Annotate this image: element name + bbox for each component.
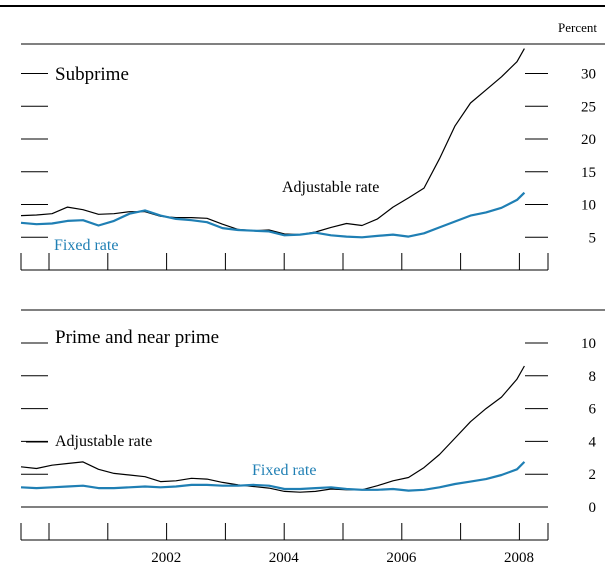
series-line-fixed bbox=[20, 461, 526, 492]
y-tick-label: 25 bbox=[581, 99, 596, 115]
x-tick-label: 2006 bbox=[386, 550, 417, 564]
x-tick-label: 2002 bbox=[151, 550, 181, 564]
series-label: Fixed rate bbox=[252, 462, 316, 479]
series-line-adjustable bbox=[20, 48, 525, 236]
y-tick-label: 2 bbox=[589, 467, 597, 483]
series-label: Adjustable rate bbox=[55, 433, 152, 450]
y-tick-label: 4 bbox=[589, 434, 597, 450]
subprime-panel: Subprime 5 10 15 20 25 30 Adjustable rate Fixed … bbox=[20, 43, 605, 271]
y-tick-label: 15 bbox=[581, 165, 596, 181]
y-tick-label: 8 bbox=[589, 369, 597, 385]
series-line-adjustable bbox=[20, 365, 525, 493]
y-tick-label: 6 bbox=[589, 402, 597, 418]
series-label: Adjustable rate bbox=[282, 179, 379, 196]
y-tick-label: 0 bbox=[589, 500, 597, 516]
series-line-fixed bbox=[20, 191, 526, 239]
series-label: Fixed rate bbox=[54, 237, 118, 254]
prime-panel: Prime and near prime 0 2 4 6 8 10 2002 2004 2006 2… bbox=[20, 309, 605, 564]
x-tick-label: 2008 bbox=[504, 550, 534, 564]
y-tick-label: 10 bbox=[581, 198, 596, 214]
y-tick-label: 30 bbox=[581, 67, 596, 83]
y-tick-label: 5 bbox=[589, 230, 597, 246]
panel-title: Prime and near prime bbox=[55, 327, 219, 348]
y-tick-label: 20 bbox=[581, 132, 596, 148]
y-tick-label: 10 bbox=[581, 336, 596, 352]
x-tick-label: 2004 bbox=[269, 550, 300, 564]
panel-title: Subprime bbox=[55, 64, 129, 85]
y-axis-unit-label: Percent bbox=[558, 20, 597, 35]
